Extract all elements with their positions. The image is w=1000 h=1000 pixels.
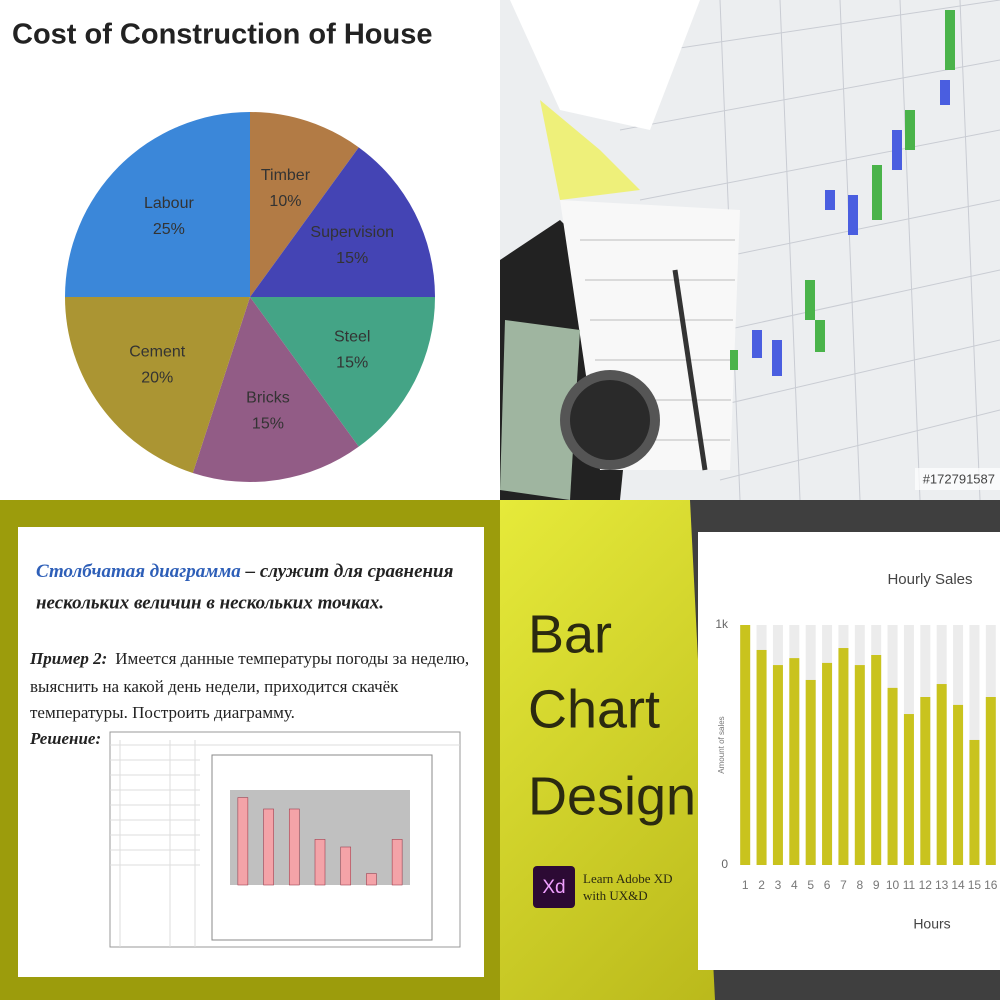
banner-line: Chart <box>528 679 660 739</box>
pie-slice <box>65 297 250 473</box>
slice-value: 15% <box>336 354 368 371</box>
solution-label: Решение: <box>29 729 101 748</box>
course-line: with UX&D <box>583 888 648 903</box>
bar <box>953 704 964 865</box>
x-tick-label: 10 <box>886 878 900 892</box>
bar <box>740 625 751 865</box>
paper <box>510 0 700 130</box>
pie-slice <box>65 112 250 297</box>
slice-label: Bricks <box>246 390 290 407</box>
bar <box>789 658 800 865</box>
bar <box>871 655 882 865</box>
x-axis-label: Hours <box>913 916 950 932</box>
xd-logo <box>533 866 575 908</box>
pen <box>672 269 708 471</box>
slide-title: Столбчатая диаграмма – служит для сравне… <box>36 561 454 582</box>
pie-slice <box>250 297 435 447</box>
slide-title-rest: – служит для сравнения <box>241 561 454 582</box>
example-text: Имеется данные температуры погоды за нед… <box>115 649 469 668</box>
example-line: Пример 2: Имеется данные температуры пого… <box>29 649 469 668</box>
x-tick-label: 5 <box>807 878 814 892</box>
watermark: #172791587 <box>923 471 995 486</box>
example-line: выяснить на какой день недели, приходитс… <box>30 677 399 696</box>
bar <box>887 687 898 865</box>
x-tick-label: 2 <box>758 878 765 892</box>
slice-label: Steel <box>334 328 370 345</box>
x-tick-label: 12 <box>919 878 933 892</box>
bar <box>903 714 914 865</box>
candles <box>730 10 955 376</box>
slice-value: 15% <box>252 416 284 433</box>
bar <box>772 665 783 865</box>
slide-term: Столбчатая диаграмма <box>36 561 241 582</box>
x-tick-label: 8 <box>856 878 863 892</box>
x-tick-label: 16 <box>984 878 998 892</box>
bar <box>936 684 947 865</box>
x-tick-label: 15 <box>968 878 982 892</box>
bar <box>288 808 300 886</box>
xd-logo-text: Xd <box>542 877 565 898</box>
course-line: Learn Adobe XD <box>583 871 673 886</box>
pie-slice <box>192 297 359 482</box>
bar <box>340 846 352 886</box>
y-tick-label: 1k <box>715 617 729 631</box>
slide-title-line: нескольких величин в нескольких точках. <box>36 592 384 613</box>
bar <box>985 697 996 865</box>
pie-slice <box>250 112 359 297</box>
bar <box>838 648 849 865</box>
stopwatch-face <box>570 380 650 460</box>
banner-line: Design <box>528 766 696 826</box>
x-tick-label: 1 <box>742 878 749 892</box>
slice-value: 15% <box>336 250 368 267</box>
x-tick-label: 13 <box>935 878 949 892</box>
banner-line: Bar <box>528 604 612 664</box>
bar <box>263 808 274 886</box>
slice-label: Timber <box>261 167 311 184</box>
example-label: Пример 2: <box>29 649 107 668</box>
spreadsheet <box>109 731 461 948</box>
pie-chart: Timber 10% Supervision 15% Steel 15% Bricks 15%… <box>65 112 436 482</box>
bar <box>969 739 980 865</box>
pie-slice <box>250 147 436 297</box>
slice-value: 25% <box>153 221 185 238</box>
mini-chart <box>237 797 403 886</box>
bar <box>756 649 767 865</box>
y-tick-label: 0 <box>721 857 728 871</box>
bar <box>366 873 377 886</box>
x-tick-label: 11 <box>903 878 916 892</box>
x-tick-label: 9 <box>873 878 880 892</box>
slice-value: 20% <box>141 370 173 387</box>
bar <box>237 797 249 886</box>
bar <box>391 839 403 886</box>
x-tick-label: 3 <box>775 878 782 892</box>
bar-title: Hourly Sales <box>887 571 972 588</box>
bar <box>854 665 865 865</box>
bar <box>822 662 833 865</box>
x-tick-label: 4 <box>791 878 798 892</box>
x-tick-label: 14 <box>951 878 965 892</box>
x-tick-label: 6 <box>824 878 831 892</box>
stock-photo: #172791587 <box>500 0 1000 501</box>
slice-value: 10% <box>269 193 301 210</box>
slice-label: Labour <box>144 195 194 212</box>
slice-label: Cement <box>129 344 186 361</box>
pie-title: Cost of Construction of House <box>12 19 432 51</box>
example-line: температуры. Построить диаграмму. <box>30 703 295 722</box>
y-axis-label: Amount of sales <box>717 716 726 773</box>
slice-label: Supervision <box>310 224 394 241</box>
bar <box>805 679 816 865</box>
banknote <box>500 320 580 500</box>
bar <box>920 697 931 865</box>
x-tick-label: 7 <box>840 878 847 892</box>
yellow-chart <box>540 100 640 200</box>
bar <box>314 839 326 886</box>
